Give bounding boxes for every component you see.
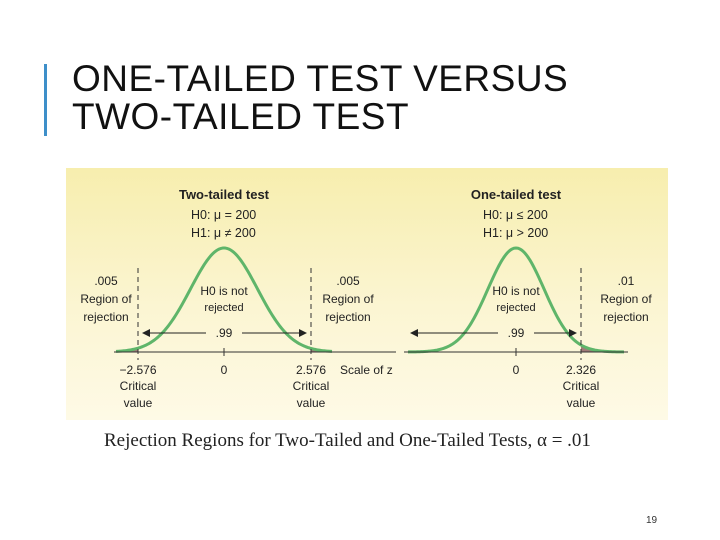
two-tailed-right-tick-label: 2.576 [296, 363, 326, 377]
two-tailed-center-line1: H0 is not [200, 284, 248, 298]
one-tailed-critical-label-2: value [567, 396, 596, 410]
one-tailed-center-line2: rejected [496, 302, 535, 314]
two-tailed-right-region-line2: rejection [325, 310, 370, 324]
one-tailed-alpha: .01 [618, 274, 635, 288]
figure-graphic: Two-tailed test H0: μ = 200 H1: μ ≠ 200 … [80, 187, 652, 410]
two-tailed-right-region-line1: Region of [322, 292, 374, 306]
one-tailed-center-line1: H0 is not [492, 284, 540, 298]
slide-title: ONE-TAILED TEST VERSUS TWO-TAILED TEST [72, 60, 568, 136]
two-tailed-h0: H0: μ = 200 [191, 208, 256, 222]
slide-title-line-1: ONE-TAILED TEST VERSUS [72, 58, 569, 99]
one-tailed-h0: H0: μ ≤ 200 [483, 208, 548, 222]
one-tailed-zero-tick-label: 0 [513, 363, 520, 377]
two-tailed-zero-tick-label: 0 [221, 363, 228, 377]
two-tailed-left-region-line2: rejection [83, 310, 128, 324]
two-tailed-right-critical-label-1: Critical [293, 379, 330, 393]
two-tailed-left-critical-label-2: value [124, 396, 153, 410]
two-tailed-normal-curve [115, 246, 333, 353]
two-tailed-left-alpha: .005 [94, 274, 118, 288]
two-tailed-left-critical-label-1: Critical [120, 379, 157, 393]
two-tailed-right-alpha: .005 [336, 274, 360, 288]
two-tailed-h1: H1: μ ≠ 200 [191, 226, 256, 240]
rejection-regions-figure: Two-tailed test H0: μ = 200 H1: μ ≠ 200 … [66, 168, 668, 420]
one-tailed-middle-area: .99 [508, 326, 525, 340]
two-tailed-left-region-line1: Region of [80, 292, 132, 306]
one-tailed-normal-curve [407, 246, 625, 354]
one-tailed-critical-tick-label: 2.326 [566, 363, 596, 377]
figure-caption: Rejection Regions for Two-Tailed and One… [104, 430, 591, 451]
two-tailed-left-tick-label: −2.576 [119, 363, 156, 377]
slide-title-line-2: TWO-TAILED TEST [72, 96, 410, 137]
title-accent-bar [44, 64, 47, 136]
one-tailed-region-line2: rejection [603, 310, 648, 324]
scale-of-z-label: Scale of z [340, 363, 393, 377]
page-number: 19 [646, 515, 658, 526]
one-tailed-title: One-tailed test [471, 187, 562, 202]
two-tailed-middle-area: .99 [216, 326, 233, 340]
one-tailed-critical-label-1: Critical [563, 379, 600, 393]
two-tailed-title: Two-tailed test [179, 187, 270, 202]
one-tailed-region-line1: Region of [600, 292, 652, 306]
two-tailed-right-critical-label-2: value [297, 396, 326, 410]
two-tailed-center-line2: rejected [204, 302, 243, 314]
one-tailed-h1: H1: μ > 200 [483, 226, 548, 240]
